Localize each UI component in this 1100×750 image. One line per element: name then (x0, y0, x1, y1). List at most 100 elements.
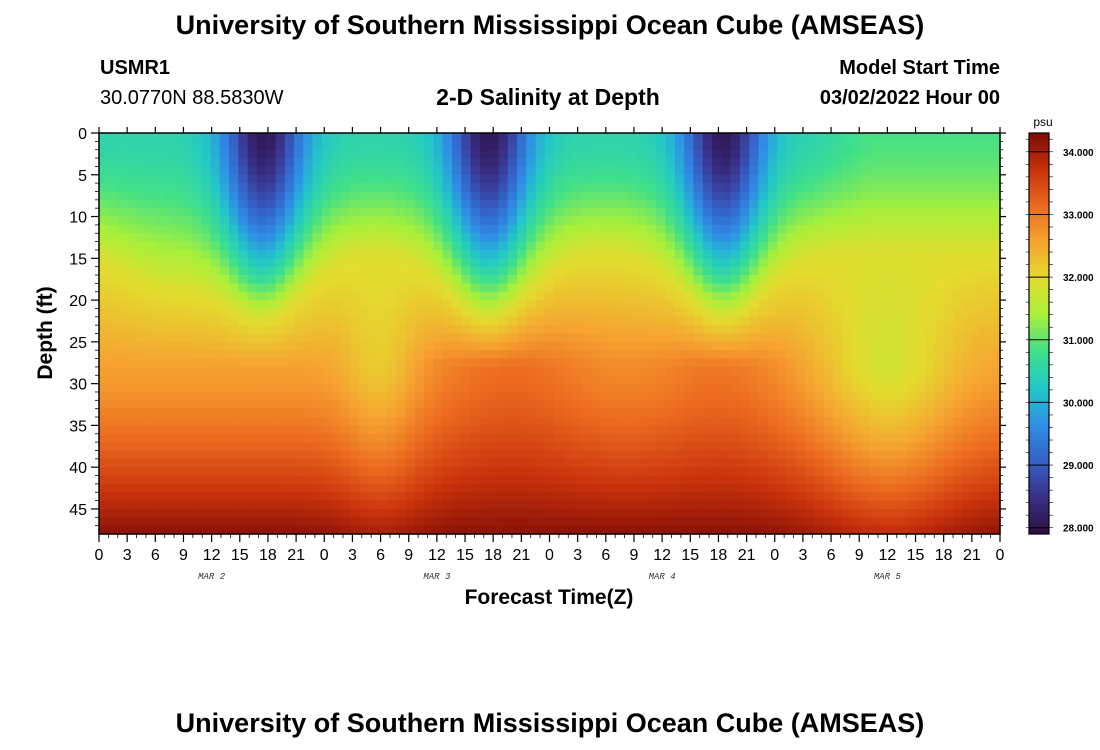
heatmap-cell (266, 224, 277, 234)
heatmap-cell (609, 458, 620, 468)
heatmap-cell (860, 191, 871, 201)
heatmap-cell (359, 425, 369, 435)
heatmap-cell (191, 158, 202, 168)
heatmap-cell (284, 375, 295, 385)
heatmap-cell (433, 467, 444, 477)
heatmap-cell (145, 417, 156, 426)
heatmap-cell (916, 333, 927, 343)
heatmap-cell (628, 283, 639, 293)
heatmap-cell (424, 492, 434, 502)
heatmap-cell (907, 224, 917, 234)
heatmap-cell (730, 492, 741, 502)
heatmap-cell (210, 475, 221, 485)
heatmap-cell (312, 483, 323, 493)
heatmap-cell (507, 375, 518, 385)
heatmap-cell (712, 425, 722, 435)
heatmap-cell (879, 183, 890, 193)
heatmap-cell (702, 158, 713, 168)
heatmap-cell (990, 508, 1001, 518)
heatmap-cell (814, 241, 825, 251)
heatmap-cell (934, 433, 945, 443)
heatmap-cell (814, 166, 825, 176)
heatmap-cell (535, 333, 546, 343)
heatmap-cell (126, 325, 137, 335)
heatmap-cell (953, 216, 964, 226)
heatmap-cell (266, 300, 277, 310)
heatmap-cell (396, 525, 407, 535)
heatmap-cell (470, 316, 481, 326)
heatmap-cell (702, 450, 713, 460)
heatmap-cell (312, 183, 323, 193)
heatmap-cell (767, 508, 778, 518)
heatmap-cell (712, 375, 722, 385)
heatmap-cell (526, 266, 537, 276)
heatmap-cell (823, 174, 834, 184)
heatmap-cell (823, 233, 834, 243)
heatmap-cell (739, 450, 750, 460)
heatmap-cell (934, 458, 945, 468)
heatmap-cell (331, 183, 342, 193)
heatmap-cell (340, 492, 351, 502)
heatmap-cell (814, 333, 825, 343)
heatmap-cell (303, 233, 314, 243)
heatmap-cell (498, 208, 509, 218)
heatmap-cell (238, 391, 249, 401)
y-tick-label: 5 (78, 168, 87, 185)
heatmap-cell (684, 525, 695, 535)
heatmap-cell (702, 174, 713, 184)
heatmap-cell (925, 266, 936, 276)
heatmap-cell (777, 366, 787, 376)
heatmap-cell (164, 341, 174, 351)
heatmap-cell (108, 174, 119, 184)
heatmap-cell (730, 417, 741, 426)
heatmap-cell (386, 158, 397, 168)
heatmap-cell (275, 341, 286, 351)
heatmap-cell (414, 425, 425, 435)
heatmap-cell (972, 300, 983, 310)
heatmap-cell (563, 358, 574, 368)
heatmap-cell (396, 199, 407, 209)
heatmap-cell (238, 366, 249, 376)
heatmap-cell (331, 199, 342, 209)
heatmap-cell (507, 483, 518, 493)
heatmap-cell (349, 158, 360, 168)
heatmap-cell (609, 233, 620, 243)
heatmap-cell (461, 133, 472, 142)
heatmap-cell (730, 174, 741, 184)
heatmap-cell (377, 433, 388, 443)
heatmap-cell (730, 275, 741, 284)
heatmap-cell (962, 525, 973, 535)
heatmap-cell (136, 508, 147, 518)
heatmap-cell (164, 133, 174, 142)
heatmap-cell (832, 375, 843, 385)
heatmap-cell (981, 467, 992, 477)
heatmap-cell (702, 133, 713, 142)
heatmap-cell (944, 141, 955, 151)
heatmap-cell (99, 450, 109, 460)
heatmap-cell (331, 458, 342, 468)
heatmap-cell (758, 475, 769, 485)
heatmap-cell (600, 183, 611, 193)
heatmap-cell (424, 208, 434, 218)
heatmap-cell (164, 442, 174, 452)
heatmap-cell (396, 166, 407, 176)
heatmap-cell (451, 283, 462, 293)
heatmap-cell (535, 275, 546, 284)
heatmap-cell (229, 308, 239, 318)
heatmap-cell (730, 249, 741, 259)
heatmap-cell (359, 258, 369, 268)
heatmap-cell (739, 133, 750, 142)
heatmap-cell (758, 350, 769, 360)
heatmap-cell (266, 500, 277, 510)
heatmap-cell (990, 450, 1001, 460)
heatmap-cell (916, 450, 927, 460)
heatmap-cell (600, 341, 611, 351)
heatmap-cell (312, 325, 323, 335)
heatmap-cell (349, 233, 360, 243)
heatmap-cell (749, 141, 760, 151)
heatmap-cell (934, 149, 945, 159)
heatmap-cell (832, 199, 843, 209)
heatmap-cell (516, 166, 527, 176)
heatmap-cell (451, 433, 462, 443)
heatmap-cell (869, 492, 880, 502)
